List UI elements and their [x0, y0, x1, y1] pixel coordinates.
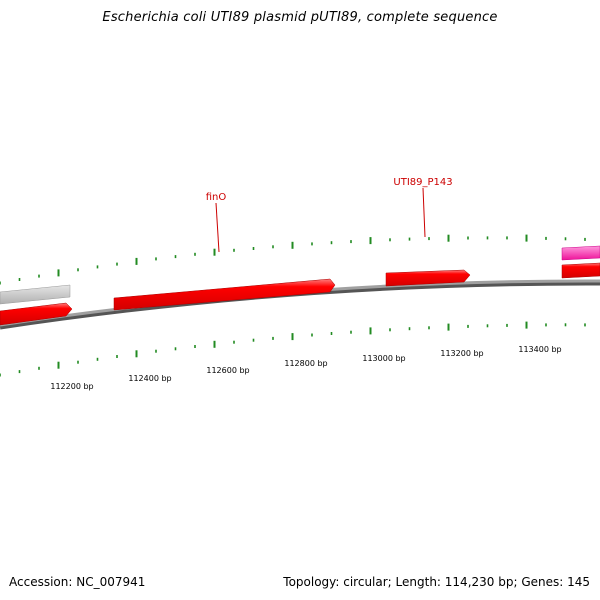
gene-feature-finO[interactable]	[113, 278, 336, 311]
accession-label: Accession: NC_007941	[9, 575, 146, 589]
ruler-label-113000: 113000 bp	[362, 354, 405, 363]
gene-feature-gray[interactable]	[0, 284, 71, 305]
gene-feature-inner-left[interactable]	[0, 302, 73, 326]
topology-summary: Topology: circular; Length: 114,230 bp; …	[283, 575, 590, 589]
utI89-p143-callout-line	[422, 187, 426, 238]
ruler-label-112600: 112600 bp	[206, 366, 249, 375]
feature-label-utI89-p143[interactable]: UTI89_P143	[393, 177, 452, 188]
ruler-label-112400: 112400 bp	[128, 374, 171, 383]
map-title: Escherichia coli UTI89 plasmid pUTI89, c…	[102, 10, 498, 25]
gene-feature-utI89-p143[interactable]	[385, 269, 471, 287]
ruler-label-113200: 113200 bp	[440, 349, 483, 358]
ruler-label-112800: 112800 bp	[284, 359, 327, 368]
inner-tick-ruler	[0, 321, 586, 377]
gene-feature-pink[interactable]	[561, 245, 600, 261]
gene-feature-inner-right[interactable]	[561, 262, 600, 279]
finO-callout-line	[215, 202, 220, 253]
feature-label-finO[interactable]: finO	[206, 192, 227, 203]
outer-tick-ruler	[0, 234, 586, 285]
ruler-label-112200: 112200 bp	[50, 382, 93, 391]
ruler-label-113400: 113400 bp	[518, 345, 561, 354]
